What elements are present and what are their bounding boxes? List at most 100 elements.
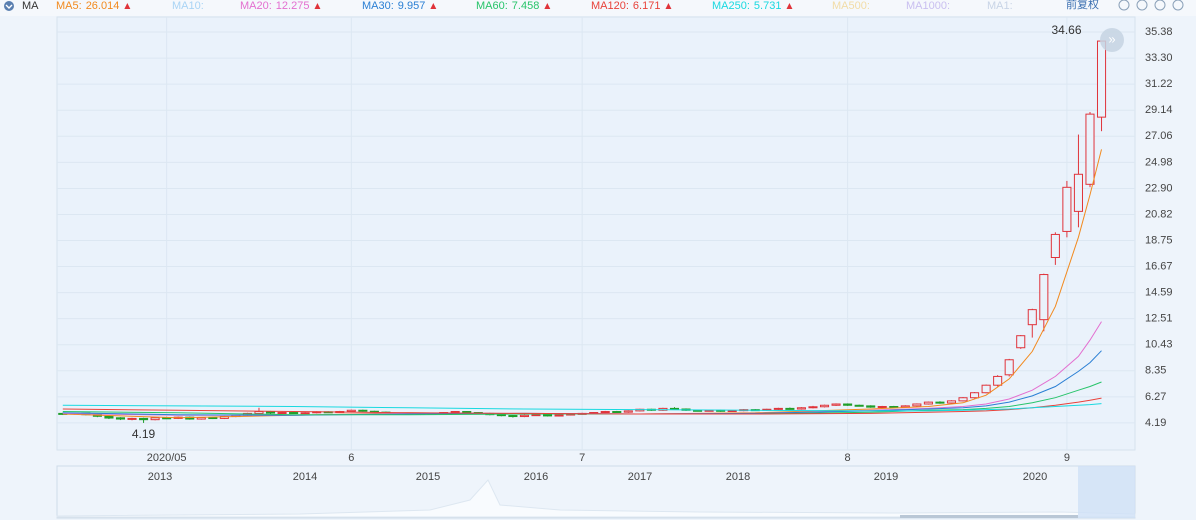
candle-body [843,403,853,406]
candle-body [450,411,460,414]
indicator-toggle[interactable] [4,1,14,11]
high-label: 34.66 [1051,23,1081,37]
ma-line [62,403,1102,412]
legend-up-arrow [124,3,131,9]
legend-name: MA5: [56,0,82,12]
candle-body [358,409,368,412]
legend-name: MA30: [362,0,394,12]
legend-value: 6.171 [633,0,661,12]
y-tick-label: 14.59 [1145,286,1173,298]
candle-body [1039,274,1049,321]
y-tick-label: 27.06 [1145,130,1173,142]
x-tick-label: 8 [845,452,851,464]
grid [57,17,1135,450]
candle-body [1073,173,1083,212]
candle-body [289,412,299,415]
candle-body [808,406,818,409]
candle-body [1027,309,1037,326]
candle-body [923,401,933,405]
candle-body [970,392,980,399]
navigator-scrollbar[interactable] [900,515,1078,518]
reset-icon[interactable] [1118,0,1130,11]
x-tick-label: 9 [1064,452,1070,464]
legend-name: MA500: [832,0,870,12]
navigator-year: 2019 [874,471,898,483]
candle-body [866,405,876,408]
navigator-window[interactable] [1078,466,1135,518]
candle-body [958,397,968,402]
candle-body [508,415,518,418]
y-tick-label: 10.43 [1145,339,1173,351]
low-label: 4.19 [132,427,156,441]
legend-up-arrow [544,3,551,9]
candle-body [796,407,806,410]
y-tick-label: 18.75 [1145,234,1173,246]
settings-icon[interactable] [1172,0,1184,11]
legend-name: MA1: [987,0,1013,12]
candle-body [277,412,287,415]
candle-body [831,403,841,406]
candle-body [612,411,622,414]
adjust-button[interactable]: 前复权 [1066,0,1099,11]
legend-up-arrow [786,3,793,9]
candle-body [150,417,160,421]
legend-value: 7.458 [512,0,540,12]
toggle-arrow [5,4,13,9]
zoom-out-icon[interactable] [1136,0,1148,11]
legend-value: 5.731 [754,0,782,12]
candle-body [669,407,680,410]
navigator-year: 2016 [524,471,548,483]
candle-body [531,414,541,417]
candle-body [877,406,887,409]
candle-body [819,404,830,408]
y-tick-label: 33.30 [1145,52,1173,64]
navigator-year: 2018 [726,471,750,483]
y-tick-label: 12.51 [1145,313,1173,325]
navigator-year: 2015 [416,471,440,483]
legend-name: MA10: [172,0,204,12]
zoom-in-icon[interactable] [1154,0,1166,11]
y-tick-label: 31.22 [1145,78,1173,90]
legend-value: 26.014 [86,0,120,12]
ma-line [62,397,1102,415]
candle-body [139,417,149,421]
candle-body [1016,335,1026,349]
candle-body [104,415,114,419]
candle-body [946,400,957,404]
candle-body [600,411,610,414]
legend-up-arrow [665,3,672,9]
legend-name: MA20: [240,0,272,12]
navigator [56,465,1136,519]
candle-body [519,414,529,418]
candle-body [127,417,137,420]
plot-area [56,16,1136,451]
y-tick-label: 16.67 [1145,260,1173,272]
candle-body [854,404,864,407]
y-tick-label: 8.35 [1145,365,1166,377]
legend-value: 9.957 [398,0,426,12]
candle-body [1085,113,1095,185]
legend-value: 12.275 [276,0,310,12]
navigator-year: 2013 [148,471,172,483]
y-tick-label: 29.14 [1145,104,1173,116]
indicator-name: MA [22,0,39,12]
expand-button[interactable] [1100,28,1124,52]
candle-body [935,401,945,404]
candle-body [554,414,564,417]
y-tick-label: 6.27 [1145,391,1166,403]
candle-body [773,407,783,410]
navigator-year: 2017 [628,471,652,483]
candle-body [1050,233,1060,258]
navigator-year: 2014 [293,471,317,483]
candle-body [300,412,310,415]
y-tick-label: 35.38 [1145,26,1173,38]
candle-body [623,410,633,413]
x-tick-label: 7 [579,452,585,464]
candle-body [1096,40,1107,118]
y-tick-label: 22.90 [1145,182,1173,194]
candle-body [993,375,1003,386]
x-tick-label: 6 [348,452,354,464]
candle-body [496,414,506,417]
marks [58,40,1107,423]
